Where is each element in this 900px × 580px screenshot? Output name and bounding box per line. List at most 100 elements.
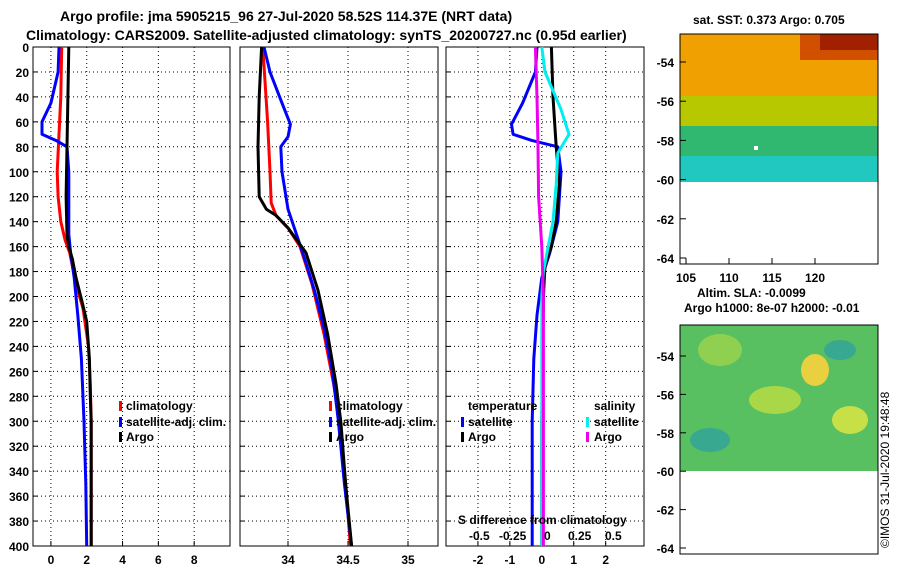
sst-map xyxy=(679,33,879,265)
sst-cold-band xyxy=(680,156,878,182)
y-tick-label: 140 xyxy=(9,216,29,230)
series-line-temperature-satellite xyxy=(510,46,563,546)
legend-swatch-sal-argo xyxy=(586,432,589,442)
title-line-2: Climatology: CARS2009. Satellite-adjuste… xyxy=(26,27,627,43)
x-tick-label: 35 xyxy=(401,553,415,567)
legend-swatch-argo xyxy=(119,432,122,442)
legend-swatch-climatology xyxy=(329,401,332,411)
secondary-tick-label: -0.5 xyxy=(469,529,490,543)
legend-swatch-temp-argo xyxy=(461,432,464,442)
map-y-tick-label: -60 xyxy=(657,174,675,188)
legend-swatch-temp-satellite xyxy=(461,417,464,427)
sla-blob xyxy=(824,340,856,360)
sla-blob xyxy=(749,386,801,414)
x-tick-label: 1 xyxy=(570,553,577,567)
y-tick-label: 60 xyxy=(16,116,30,130)
y-tick-label: 100 xyxy=(9,166,29,180)
map-y-tick-label: -58 xyxy=(657,134,675,148)
sst-mid-band xyxy=(680,96,878,126)
plot-frame xyxy=(445,46,645,547)
sla-blob xyxy=(832,406,868,434)
y-tick-label: 260 xyxy=(9,365,29,379)
x-tick-label: -2 xyxy=(473,553,484,567)
y-tick-label: 120 xyxy=(9,191,29,205)
y-tick-label: 40 xyxy=(16,91,30,105)
x-tick-label: 34.5 xyxy=(336,553,360,567)
sla-map xyxy=(679,324,879,555)
sst-map-title: sat. SST: 0.373 Argo: 0.705 xyxy=(693,13,845,27)
map-y-tick-label: -64 xyxy=(657,542,675,556)
legend-swatch-satellite xyxy=(119,417,122,427)
legend-swatch-satellite xyxy=(329,417,332,427)
legend-label-sal-satellite: satellite xyxy=(594,415,639,429)
sla-blob xyxy=(690,428,730,452)
legend-label-satellite: satellite-adj. clim. xyxy=(336,415,436,429)
x-tick-label: 6 xyxy=(155,553,162,567)
difference-panel: -2 -1 0 1 2 xyxy=(445,46,645,567)
series-line-argo xyxy=(64,46,93,546)
x-tick-label: 0 xyxy=(48,553,55,567)
temperature-legend: climatology satellite-adj. clim. Argo xyxy=(119,399,226,444)
y-tick-label: 220 xyxy=(9,315,29,329)
salinity-legend: climatology satellite-adj. clim. Argo xyxy=(329,399,436,444)
secondary-tick-label: -0.25 xyxy=(499,529,527,543)
x-tick-label: 8 xyxy=(191,553,198,567)
legend-label-climatology: climatology xyxy=(336,399,403,413)
imos-timestamp: ©IMOS 31-Jul-2020 19:48:48 xyxy=(878,391,892,548)
difference-legend: temperature satellite Argo salinity sate… xyxy=(461,399,639,444)
y-tick-label: 240 xyxy=(9,340,29,354)
legend-title-salinity: salinity xyxy=(594,399,636,413)
sla-map-axis: -54 -56 -58 -60 -62 -64 xyxy=(657,350,686,556)
sla-map-title-2: Argo h1000: 8e-07 h2000: -0.01 xyxy=(684,301,860,315)
legend-label-satellite: satellite-adj. clim. xyxy=(126,415,226,429)
title-line-1: Argo profile: jma 5905215_96 27-Jul-2020… xyxy=(60,8,512,24)
series-line-climatology xyxy=(261,46,352,547)
map-y-tick-label: -58 xyxy=(657,427,675,441)
sla-blob xyxy=(698,334,742,366)
x-tick-label: 2 xyxy=(83,553,90,567)
series-line-satellite-adj-clim- xyxy=(40,46,89,547)
sst-cool-band xyxy=(680,126,878,156)
y-tick-label: 80 xyxy=(16,141,30,155)
map-y-tick-label: -56 xyxy=(657,388,675,402)
map-y-tick-label: -62 xyxy=(657,213,675,227)
x-tick-label: 0 xyxy=(538,553,545,567)
legend-label-temp-argo: Argo xyxy=(468,430,496,444)
legend-swatch-climatology xyxy=(119,401,122,411)
sla-map-title-1: Altim. SLA: -0.0099 xyxy=(697,286,806,300)
plot-frame xyxy=(32,46,231,547)
plot-frame xyxy=(239,46,439,547)
y-tick-label: 20 xyxy=(16,66,30,80)
sst-map-frame xyxy=(679,33,879,265)
y-tick-label: 400 xyxy=(9,540,29,554)
map-x-tick-label: 120 xyxy=(805,271,825,285)
legend-swatch-sal-satellite xyxy=(586,417,589,427)
secondary-axis-title: S difference from climatology xyxy=(458,513,627,527)
map-y-tick-label: -60 xyxy=(657,465,675,479)
map-y-tick-label: -54 xyxy=(657,56,675,70)
y-tick-label: 180 xyxy=(9,266,29,280)
y-tick-label: 0 xyxy=(22,41,29,55)
y-tick-label: 160 xyxy=(9,241,29,255)
secondary-tick-label: 0 xyxy=(544,529,551,543)
x-tick-label: -1 xyxy=(505,553,516,567)
x-tick-label: 2 xyxy=(602,553,609,567)
x-tick-label: 4 xyxy=(119,553,126,567)
series-line-satellite-adj-clim- xyxy=(262,46,354,547)
y-tick-label: 200 xyxy=(9,291,29,305)
y-tick-label: 340 xyxy=(9,465,29,479)
map-y-tick-label: -54 xyxy=(657,350,675,364)
map-x-tick-label: 115 xyxy=(762,271,782,285)
y-tick-label: 380 xyxy=(9,515,29,529)
legend-label-argo: Argo xyxy=(336,430,364,444)
legend-title-temperature: temperature xyxy=(468,399,538,413)
y-tick-label: 300 xyxy=(9,415,29,429)
legend-label-climatology: climatology xyxy=(126,399,193,413)
map-y-tick-label: -62 xyxy=(657,504,675,518)
legend-label-argo: Argo xyxy=(126,430,154,444)
salinity-difference-axis: S difference from climatology -0.5 -0.25… xyxy=(458,513,627,543)
legend-label-temp-satellite: satellite xyxy=(468,415,513,429)
series-line-argo xyxy=(256,46,354,547)
